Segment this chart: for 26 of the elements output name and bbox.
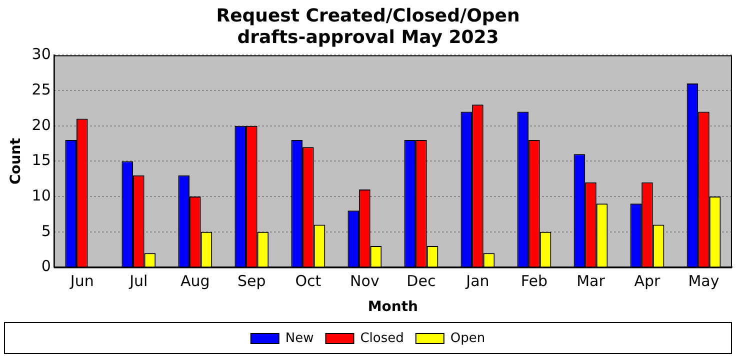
y-tick-label: 20	[32, 116, 51, 134]
legend-label: Closed	[360, 330, 404, 346]
y-tick-label: 30	[32, 45, 51, 64]
y-tick-label: 5	[41, 222, 51, 240]
x-tick-label: Dec	[406, 272, 436, 290]
y-axis-title: Count	[8, 138, 24, 184]
x-tick-label: Sep	[238, 272, 266, 290]
y-tick-label: 15	[32, 151, 51, 170]
x-tick-label: Mar	[576, 272, 606, 290]
y-tick-label: 10	[32, 186, 51, 204]
chart-subtitle: drafts-approval May 2023	[237, 27, 499, 48]
legend-label: Open	[450, 330, 486, 346]
x-tick-label: Nov	[350, 272, 380, 290]
x-tick-label: Jun	[69, 272, 94, 290]
x-tick-label: Jul	[128, 272, 148, 290]
x-tick-label: Aug	[180, 272, 210, 290]
x-tick-label: Feb	[520, 272, 548, 290]
x-tick-label: Jan	[465, 272, 490, 290]
x-axis-title: Month	[368, 299, 418, 316]
legend-label: New	[285, 330, 314, 346]
y-tick-label: 0	[41, 257, 51, 276]
y-tick-label: 25	[32, 80, 51, 98]
x-tick-label: Oct	[295, 272, 322, 290]
x-tick-label: May	[688, 272, 720, 290]
chart-title: Request Created/Closed/Open	[216, 5, 520, 26]
x-tick-label: Apr	[634, 272, 662, 290]
